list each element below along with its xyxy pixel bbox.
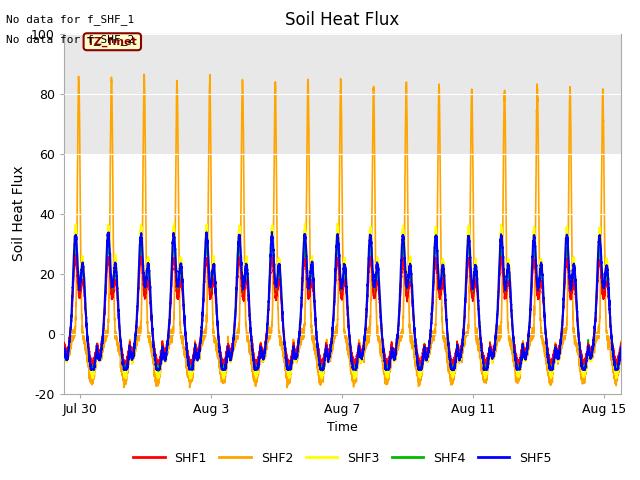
X-axis label: Time: Time	[327, 421, 358, 434]
Text: No data for f_SHF_1: No data for f_SHF_1	[6, 14, 134, 25]
Y-axis label: Soil Heat Flux: Soil Heat Flux	[12, 166, 26, 262]
Title: Soil Heat Flux: Soil Heat Flux	[285, 11, 399, 29]
Text: TZ_fmet: TZ_fmet	[87, 36, 138, 47]
Legend: SHF1, SHF2, SHF3, SHF4, SHF5: SHF1, SHF2, SHF3, SHF4, SHF5	[128, 447, 557, 469]
Bar	[64, 34, 621, 154]
Text: No data for f_SHF_2: No data for f_SHF_2	[6, 34, 134, 45]
